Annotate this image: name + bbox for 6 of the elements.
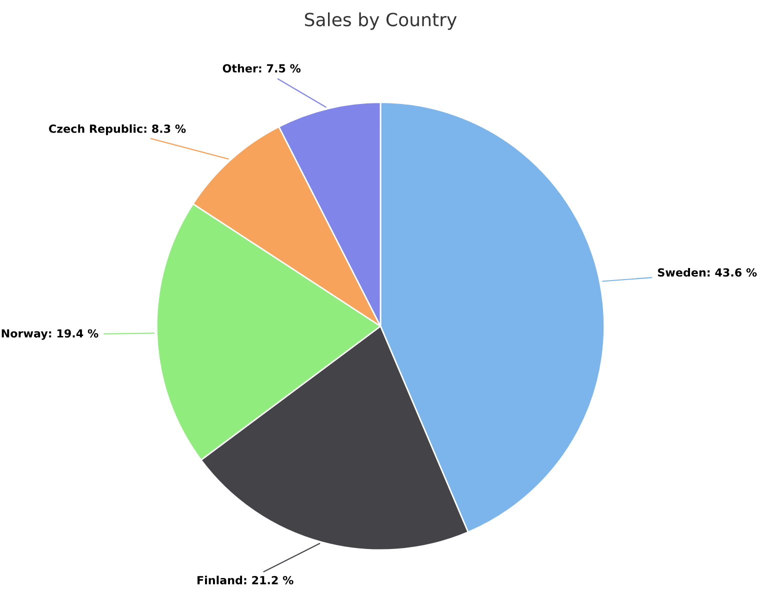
slice-label: Finland: 21.2 % bbox=[198, 576, 294, 584]
slice-label: Sweden: 43.6 % bbox=[658, 268, 757, 277]
chart-title: Sales by Country bbox=[304, 12, 457, 30]
slice-label: Other: 7.5 % bbox=[222, 64, 301, 73]
slice-label: Norway: 19.4 % bbox=[2, 329, 98, 340]
slice-label: Czech Republic: 8.3 % bbox=[49, 124, 186, 136]
